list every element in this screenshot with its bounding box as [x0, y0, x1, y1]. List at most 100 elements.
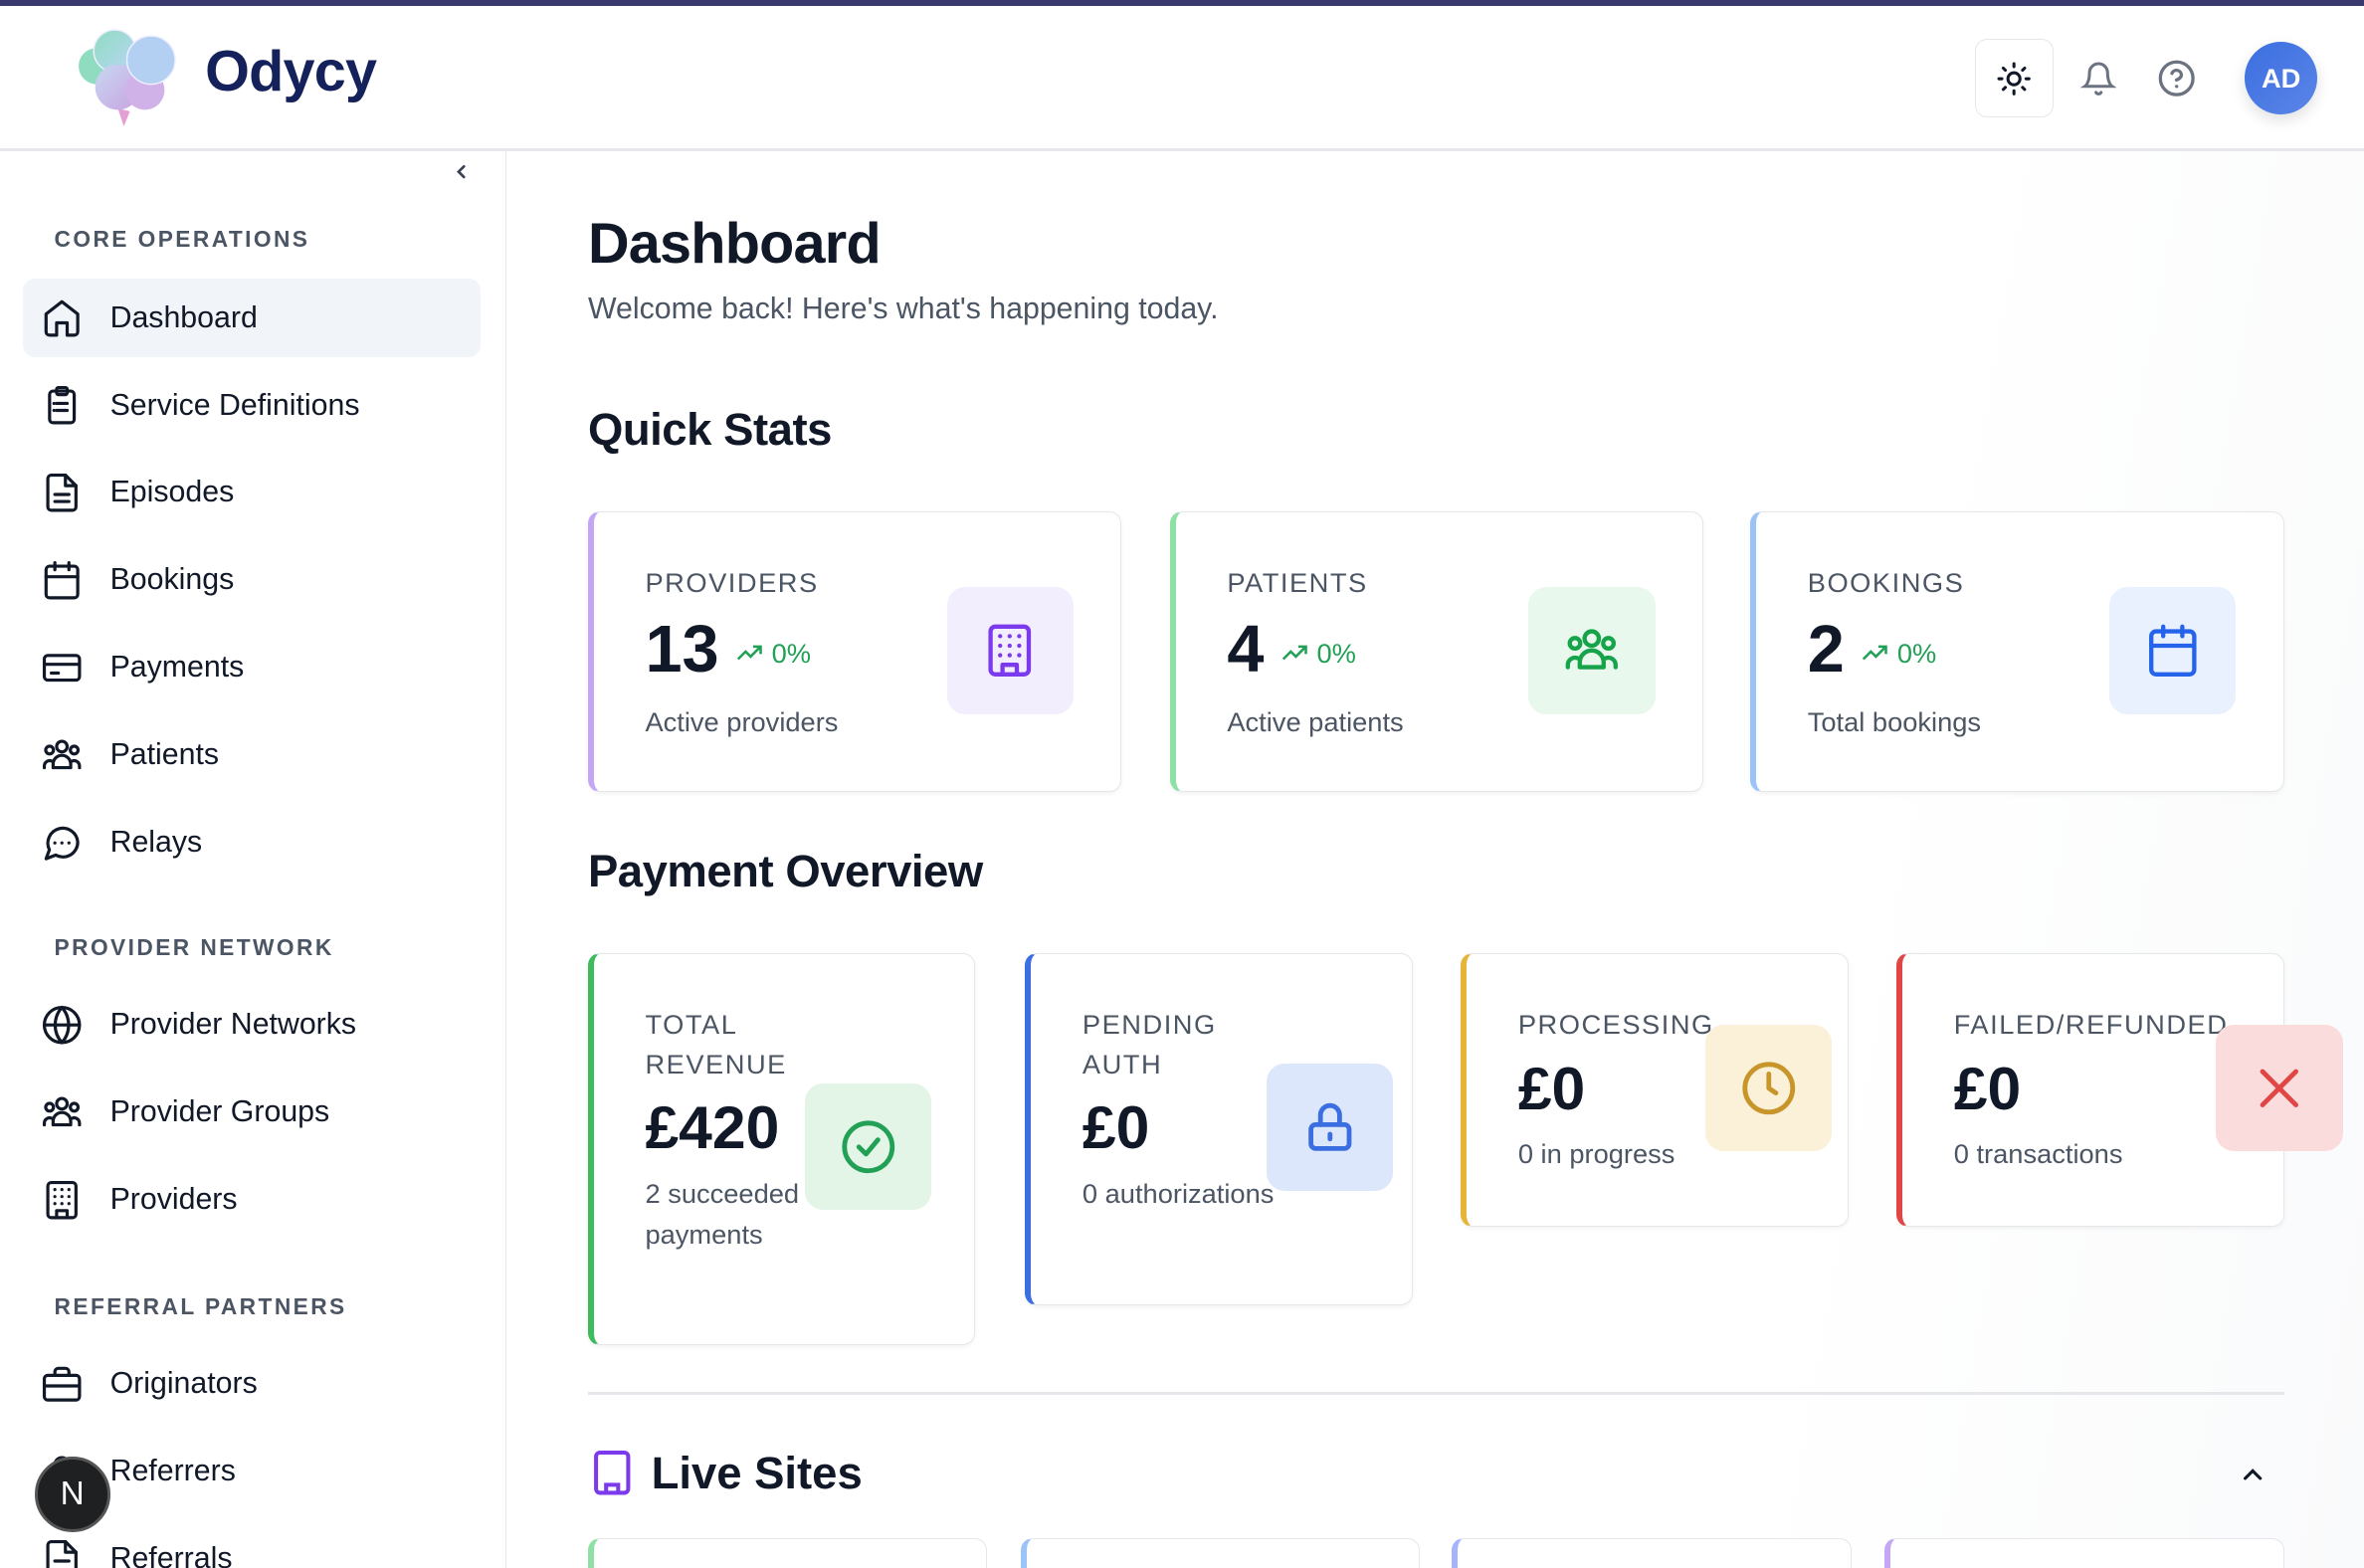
credit-card-icon	[42, 654, 82, 683]
sidebar-item-label: Referrers	[109, 1454, 236, 1487]
stat-card-providers[interactable]: PROVIDERS 13 0% Active providers	[587, 510, 1122, 792]
brand-name[interactable]: Odycy	[205, 40, 377, 104]
sidebar-item-providers[interactable]: Providers	[23, 1161, 482, 1240]
help-circle-icon	[2159, 60, 2196, 97]
stat-value-row: 4 0%	[1227, 612, 1356, 687]
section-divider	[587, 1391, 2284, 1395]
payment-icon-box	[2216, 1024, 2343, 1152]
stat-value-row: 13 0%	[645, 612, 811, 687]
file-text-icon	[46, 474, 78, 512]
stat-icon-box	[946, 587, 1074, 714]
sidebar-item-relays[interactable]: Relays	[23, 804, 482, 882]
sidebar-item-label: Provider Networks	[109, 1008, 357, 1042]
chevron-up-icon[interactable]	[2238, 1460, 2267, 1489]
sidebar-item-patients[interactable]: Patients	[23, 716, 482, 795]
payment-label: PENDING AUTH	[1082, 1009, 1217, 1079]
payment-value: £0	[1953, 1054, 2022, 1122]
payment-card-processing[interactable]: PROCESSING £0 0 in progress	[1461, 952, 1849, 1228]
help-button[interactable]	[2147, 48, 2208, 108]
sidebar-item-provider-networks[interactable]: Provider Networks	[23, 986, 482, 1065]
sidebar-item-episodes[interactable]: Episodes	[23, 454, 482, 532]
payment-icon-box	[1704, 1024, 1832, 1152]
x-icon	[2260, 1069, 2299, 1107]
sidebar-item-payments[interactable]: Payments	[23, 629, 482, 707]
live-site-card[interactable]	[587, 1537, 988, 1568]
stat-value: 4	[1227, 612, 1265, 686]
trending-up-icon	[736, 645, 762, 661]
stat-description: Active providers	[645, 705, 839, 737]
sidebar-item-service-definitions[interactable]: Service Definitions	[23, 366, 482, 445]
stat-value: 13	[645, 612, 719, 686]
odycy-logo	[78, 29, 176, 127]
stat-value: 2	[1807, 612, 1845, 686]
clipboard-list-icon	[48, 386, 77, 425]
stat-label: PROVIDERS	[645, 567, 819, 599]
payment-description: 2 succeeded payments	[645, 1177, 800, 1250]
stat-description: Active patients	[1227, 705, 1404, 737]
sidebar: CORE OPERATIONS PROVIDER NETWORK REFERRA…	[0, 150, 507, 1568]
users-icon	[1565, 629, 1619, 671]
stat-icon-box	[2108, 587, 2237, 714]
page-subtitle: Welcome back! Here's what's happening to…	[587, 292, 1219, 325]
collapse-sidebar-button[interactable]	[447, 157, 477, 187]
trending-up-icon	[1281, 645, 1307, 661]
stat-value-row: 2 0%	[1808, 612, 1937, 687]
payment-value: £0	[1517, 1054, 1586, 1122]
live-sites-heading: Live Sites	[588, 1448, 863, 1499]
bell-icon	[2080, 62, 2117, 96]
stat-description: Total bookings	[1807, 705, 1982, 737]
payment-description: 0 transactions	[1953, 1138, 2123, 1170]
live-site-card[interactable]	[1452, 1537, 1852, 1568]
sidebar-item-label: Referrals	[109, 1541, 233, 1568]
stat-trend: 0%	[1280, 638, 1356, 669]
sidebar-item-label: Dashboard	[109, 300, 258, 334]
sidebar-item-referrals[interactable]: Referrals	[23, 1519, 482, 1568]
sidebar-item-provider-groups[interactable]: Provider Groups	[23, 1074, 482, 1152]
floating-n-badge[interactable]: N	[34, 1456, 110, 1532]
sidebar-item-dashboard[interactable]: Dashboard	[22, 279, 482, 358]
top-accent-bar	[0, 0, 2364, 7]
payment-description: 0 authorizations	[1082, 1177, 1275, 1209]
sidebar-item-label: Episodes	[109, 476, 235, 509]
payment-value: £420	[645, 1093, 780, 1162]
message-circle-icon	[44, 826, 80, 861]
payment-value: £0	[1082, 1093, 1150, 1162]
calendar-icon	[2148, 624, 2197, 678]
section-label-provider-network: PROVIDER NETWORK	[54, 934, 334, 961]
users-icon	[42, 1096, 82, 1127]
payment-icon-box	[1266, 1064, 1394, 1191]
sidebar-item-originators[interactable]: Originators	[23, 1345, 482, 1424]
quick-stats-heading: Quick Stats	[587, 404, 832, 456]
notifications-button[interactable]	[2068, 48, 2129, 108]
users-icon	[42, 739, 82, 770]
stat-trend: 0%	[734, 638, 811, 669]
section-label-referral-partners: REFERRAL PARTNERS	[54, 1293, 347, 1320]
sidebar-item-label: Provider Groups	[109, 1095, 330, 1129]
live-site-card[interactable]	[1884, 1537, 2284, 1568]
payment-overview-heading: Payment Overview	[587, 846, 983, 897]
sidebar-item-label: Service Definitions	[109, 388, 360, 422]
sidebar-item-label: Payments	[109, 651, 245, 685]
payment-card-failed-refunded[interactable]: FAILED/REFUNDED £0 0 transactions	[1896, 952, 2343, 1228]
chevron-left-icon	[457, 165, 466, 179]
stat-card-patients[interactable]: PATIENTS 4 0% Active patients	[1169, 510, 1704, 792]
briefcase-icon	[42, 1366, 82, 1402]
building-icon	[988, 624, 1032, 678]
live-site-card[interactable]	[1020, 1537, 1421, 1568]
user-avatar[interactable]: AD	[2245, 42, 2318, 115]
theme-toggle-button[interactable]	[1975, 39, 2054, 118]
payment-label: TOTAL REVENUE	[645, 1009, 787, 1079]
section-label-core-operations: CORE OPERATIONS	[54, 226, 310, 253]
stat-card-bookings[interactable]: BOOKINGS 2 0% Total bookings	[1750, 510, 2284, 792]
building-icon	[46, 1180, 78, 1220]
stat-icon-box	[1528, 587, 1656, 714]
payment-card-pending-auth[interactable]: PENDING AUTH £0 0 authorizations	[1025, 952, 1413, 1306]
payment-card-total-revenue[interactable]: TOTAL REVENUE £420 2 succeeded payments	[587, 952, 976, 1345]
sidebar-item-bookings[interactable]: Bookings	[23, 541, 482, 620]
calendar-icon	[44, 561, 80, 600]
payment-label: FAILED/REFUNDED	[1953, 1009, 2229, 1041]
page-title: Dashboard	[587, 212, 882, 277]
sidebar-item-label: Bookings	[109, 563, 235, 597]
sun-icon	[1997, 62, 2032, 96]
globe-icon	[42, 1006, 82, 1045]
